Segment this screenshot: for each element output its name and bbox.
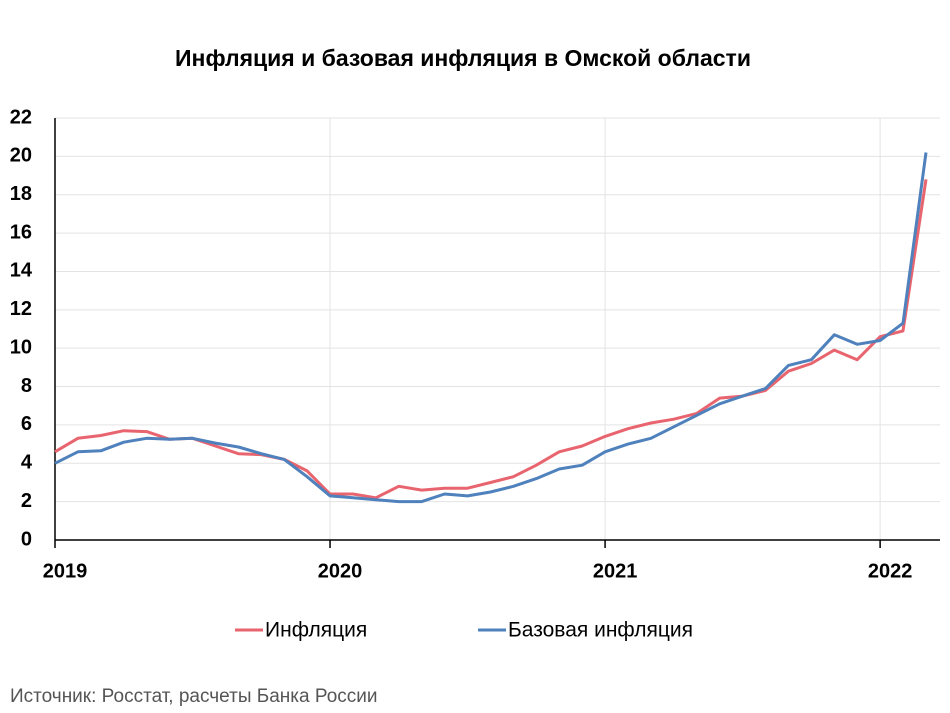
legend-label: Базовая инфляция <box>508 619 693 642</box>
y-tick-label: 10 <box>10 336 32 358</box>
chart-title: Инфляция и базовая инфляция в Омской обл… <box>175 45 751 71</box>
y-tick-label: 18 <box>10 183 32 205</box>
y-tick-label: 2 <box>21 490 32 512</box>
legend-label: Инфляция <box>265 619 367 642</box>
y-tick-label: 20 <box>10 145 32 167</box>
x-tick-label: 2022 <box>868 560 913 582</box>
y-tick-label: 6 <box>21 413 32 435</box>
y-tick-label: 4 <box>21 452 33 474</box>
x-tick-label: 2019 <box>43 560 88 582</box>
line-series <box>54 179 928 500</box>
y-tick-label: 22 <box>10 106 32 128</box>
line-series <box>54 152 928 504</box>
source-note: Источник: Росстат, расчеты Банка России <box>10 686 378 707</box>
y-tick-label: 14 <box>10 260 33 282</box>
y-tick-label: 12 <box>10 298 32 320</box>
y-tick-label: 0 <box>21 528 32 550</box>
y-tick-label: 8 <box>21 375 32 397</box>
x-tick-label: 2021 <box>593 560 638 582</box>
y-tick-label: 16 <box>10 221 32 243</box>
x-tick-label: 2020 <box>318 560 363 582</box>
